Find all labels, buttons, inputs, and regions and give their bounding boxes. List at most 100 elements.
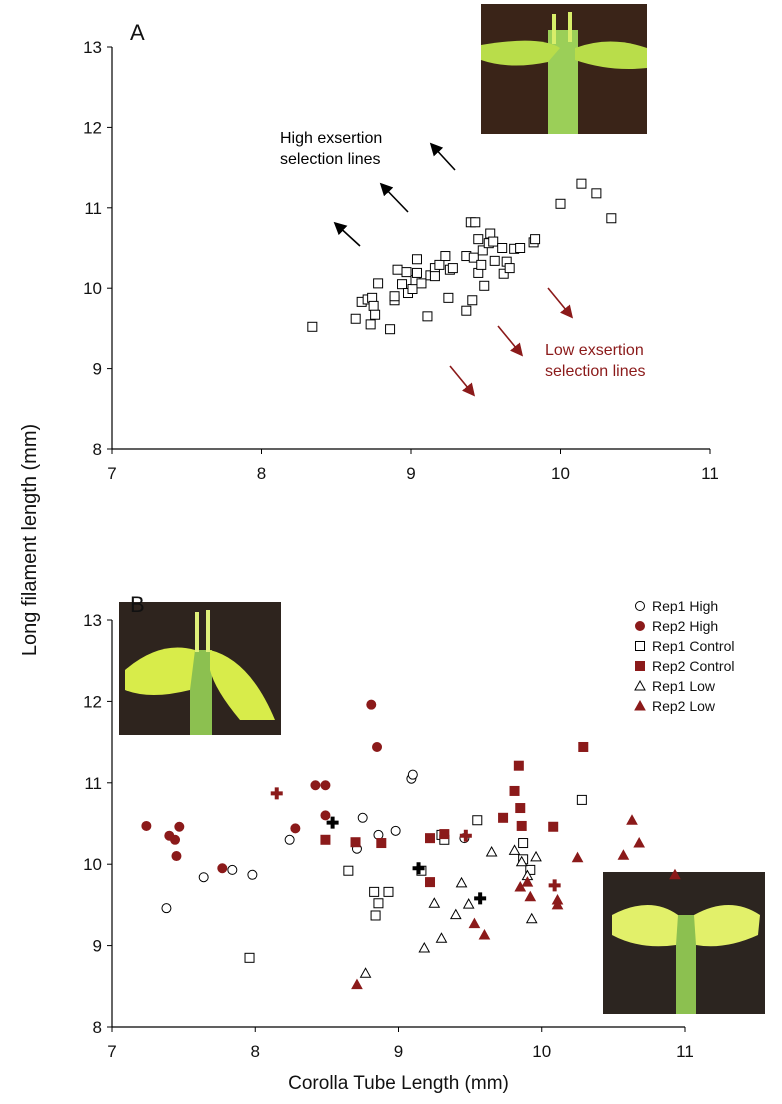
point	[343, 865, 354, 876]
point	[359, 967, 372, 978]
point	[411, 254, 422, 265]
y-tick-label: 13	[83, 611, 102, 630]
point	[368, 300, 379, 311]
point	[521, 876, 534, 887]
point	[479, 280, 490, 291]
photo	[119, 602, 281, 735]
point	[472, 815, 483, 826]
point	[392, 264, 403, 275]
x-tick-label: 7	[107, 464, 116, 483]
point	[418, 942, 431, 953]
point	[443, 292, 454, 303]
point	[383, 886, 394, 897]
point	[373, 898, 384, 909]
point	[606, 213, 617, 224]
point	[497, 243, 508, 253]
point	[473, 234, 484, 245]
x-tick-label: 8	[251, 1042, 260, 1061]
point	[428, 897, 441, 908]
x-tick-label: 11	[676, 1042, 694, 1061]
annotation: selection lines	[280, 151, 381, 168]
x-tick-label: 9	[406, 464, 415, 483]
point	[407, 284, 418, 295]
point	[227, 864, 238, 875]
point	[617, 849, 630, 860]
legend-label: Rep2 Control	[652, 658, 735, 674]
x-axis-label: Corolla Tube Length (mm)	[288, 1073, 509, 1094]
point	[244, 952, 255, 963]
point	[476, 259, 487, 270]
panel-label: A	[130, 20, 145, 45]
y-tick-label: 11	[84, 774, 102, 793]
point	[633, 837, 646, 848]
y-tick-label: 13	[83, 38, 102, 57]
point	[478, 928, 491, 940]
point	[518, 838, 529, 849]
y-tick-label: 12	[83, 118, 102, 137]
point	[372, 741, 383, 752]
point	[376, 838, 387, 849]
point	[320, 810, 331, 821]
point	[435, 932, 448, 943]
point	[141, 820, 152, 831]
point	[174, 821, 185, 832]
point	[669, 868, 681, 880]
point	[290, 823, 301, 834]
mean-marker	[412, 862, 425, 875]
y-tick-label: 12	[83, 692, 102, 711]
point	[401, 267, 412, 278]
legend-label: Rep1 Low	[652, 678, 716, 694]
point	[571, 851, 584, 863]
photo	[603, 872, 765, 1014]
point	[440, 251, 451, 262]
point	[530, 234, 541, 245]
point	[470, 217, 481, 228]
point	[461, 305, 472, 316]
legend-label: Rep2 High	[652, 618, 718, 634]
point	[504, 263, 515, 274]
y-axis-label: Long filament length (mm)	[19, 424, 41, 656]
point	[370, 309, 381, 320]
x-tick-label: 11	[701, 464, 719, 483]
point	[397, 279, 408, 290]
point	[370, 910, 381, 921]
point	[515, 803, 526, 814]
point	[434, 259, 445, 270]
mean-marker	[459, 829, 472, 842]
annotation: Low exsertion	[545, 342, 644, 359]
point	[530, 850, 542, 862]
point	[389, 291, 400, 302]
point	[498, 812, 509, 823]
point	[477, 245, 488, 256]
point	[485, 845, 498, 857]
point	[422, 311, 433, 322]
legend-label: Rep1 Control	[652, 638, 735, 654]
x-tick-label: 10	[551, 464, 570, 483]
point	[462, 898, 475, 909]
legend-marker	[635, 641, 645, 651]
point	[307, 321, 318, 332]
point	[310, 780, 321, 791]
legend-label: Rep2 Low	[652, 698, 716, 714]
point	[407, 769, 418, 780]
point	[468, 917, 481, 929]
y-tick-label: 8	[93, 440, 102, 459]
x-tick-label: 7	[107, 1042, 116, 1061]
point	[467, 295, 478, 306]
point	[578, 741, 589, 752]
annotation: High exsertion	[280, 130, 382, 147]
point	[516, 820, 527, 831]
point	[576, 178, 587, 189]
point	[198, 872, 209, 883]
point	[369, 886, 380, 897]
point	[439, 829, 450, 840]
point	[488, 236, 499, 247]
mean-marker	[548, 879, 561, 892]
y-tick-label: 8	[93, 1018, 102, 1037]
legend-marker	[635, 621, 645, 631]
point	[455, 876, 468, 888]
point	[357, 812, 368, 823]
y-tick-label: 11	[84, 199, 102, 218]
point	[171, 851, 182, 862]
